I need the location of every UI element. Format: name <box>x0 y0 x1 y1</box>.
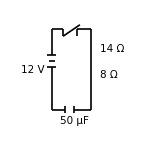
Text: 8 Ω: 8 Ω <box>100 70 118 80</box>
Text: 14 Ω: 14 Ω <box>100 44 125 54</box>
Text: 12 V: 12 V <box>21 65 45 74</box>
Text: 50 μF: 50 μF <box>60 116 89 126</box>
